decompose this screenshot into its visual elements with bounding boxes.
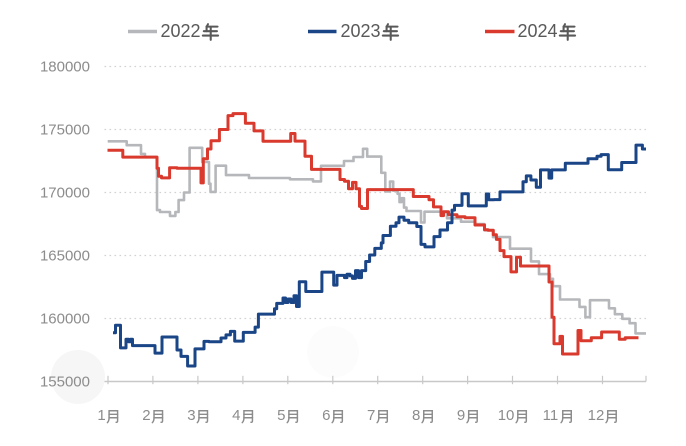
svg-text:2: 2 (142, 407, 150, 424)
svg-text:6: 6 (322, 407, 330, 424)
svg-text:7: 7 (367, 407, 375, 424)
svg-text:160000: 160000 (40, 311, 90, 328)
svg-text:175000: 175000 (40, 122, 90, 139)
svg-text:1: 1 (97, 407, 105, 424)
svg-text:5: 5 (277, 407, 285, 424)
svg-text:2024: 2024 (518, 21, 558, 41)
svg-text:2023: 2023 (341, 21, 381, 41)
svg-text:170000: 170000 (40, 185, 90, 202)
svg-text:2022: 2022 (161, 21, 201, 41)
svg-text:10: 10 (498, 407, 515, 424)
svg-text:11: 11 (543, 407, 559, 424)
svg-text:12: 12 (588, 407, 605, 424)
svg-text:165000: 165000 (40, 248, 90, 265)
svg-text:4: 4 (232, 407, 240, 424)
svg-text:9: 9 (457, 407, 465, 424)
svg-text:3: 3 (187, 407, 195, 424)
svg-text:8: 8 (412, 407, 420, 424)
svg-text:155000: 155000 (40, 374, 90, 391)
svg-text:180000: 180000 (40, 59, 90, 76)
